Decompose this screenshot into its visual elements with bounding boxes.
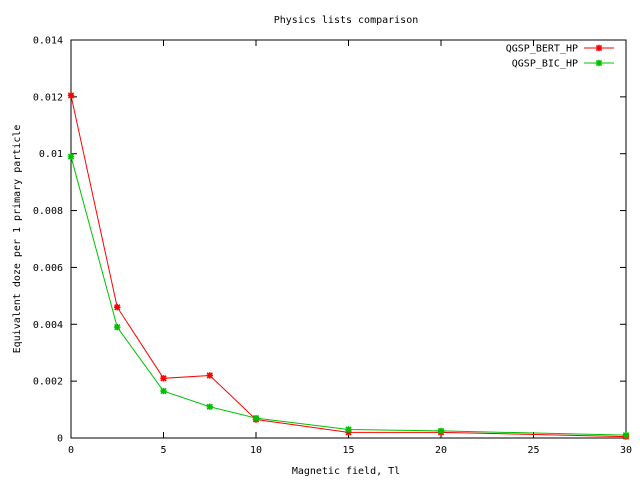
- data-point-qgsp-bic-hp: [345, 426, 352, 433]
- x-axis-label: Magnetic field, Tl: [292, 466, 400, 477]
- y-tick-label: 0: [57, 434, 63, 445]
- y-axis-label: Equivalent doze per 1 primary particle: [12, 125, 23, 354]
- data-point-qgsp-bic-hp: [622, 431, 630, 439]
- x-tick-label: 15: [342, 445, 354, 456]
- series-qgsp-bic-hp: [67, 153, 630, 439]
- data-point-qgsp-bert-hp: [206, 372, 213, 379]
- x-tick-label: 0: [68, 445, 74, 456]
- legend-label-qgsp-bic-hp: QGSP_BIC_HP: [512, 59, 578, 70]
- y-tick-label: 0.004: [33, 320, 63, 331]
- x-tick-label: 20: [435, 445, 447, 456]
- series-line-qgsp-bic-hp: [70, 156, 627, 436]
- y-tick-label: 0.012: [33, 92, 63, 103]
- y-tick-label: 0.008: [33, 206, 63, 217]
- data-point-qgsp-bert-hp: [160, 375, 167, 382]
- data-point-qgsp-bic-hp: [252, 414, 260, 422]
- series-qgsp-bert-hp: [67, 92, 630, 440]
- data-point-qgsp-bic-hp: [114, 323, 121, 331]
- series-layer: [67, 92, 630, 440]
- data-point-qgsp-bert-hp: [67, 92, 75, 99]
- data-point-qgsp-bic-hp: [67, 153, 75, 160]
- data-point-qgsp-bert-hp: [114, 304, 121, 311]
- x-tick-label: 10: [250, 445, 262, 456]
- legend-marker-qgsp-bic-hp: [595, 59, 603, 67]
- data-point-qgsp-bic-hp: [206, 403, 213, 410]
- axes: 0 5 10 15 20 25 30 0 0.002 0.004 0.006 0.008 0.01 0.0…: [33, 36, 632, 457]
- x-tick-label: 5: [160, 445, 166, 456]
- data-point-qgsp-bic-hp: [160, 387, 167, 395]
- y-tick-label: 0.01: [39, 149, 63, 160]
- y-tick-label: 0.002: [33, 377, 63, 388]
- y-tick-label: 0.006: [33, 263, 63, 274]
- x-tick-label: 30: [620, 445, 632, 456]
- y-tick-label: 0.014: [33, 36, 63, 47]
- data-point-qgsp-bic-hp: [437, 427, 445, 435]
- x-tick-label: 25: [527, 445, 539, 456]
- legend-marker-qgsp-bert-hp: [595, 44, 603, 52]
- legend: QGSP_BERT_HP QGSP_BIC_HP: [506, 44, 614, 70]
- series-line-qgsp-bert-hp: [70, 95, 627, 438]
- legend-label-qgsp-bert-hp: QGSP_BERT_HP: [506, 44, 578, 55]
- chart-title: Physics lists comparison: [274, 15, 419, 26]
